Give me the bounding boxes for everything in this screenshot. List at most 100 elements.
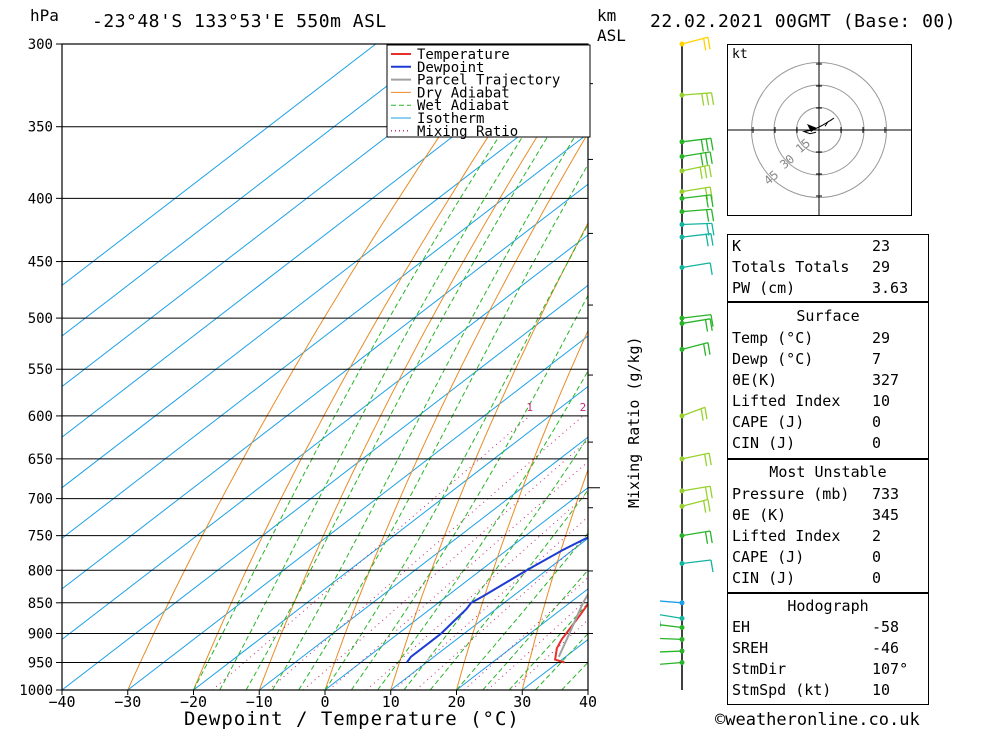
wind-barb-shaft xyxy=(660,661,683,665)
y-tick-label: 700 xyxy=(28,492,53,508)
wind-barb-flag xyxy=(703,500,707,513)
wet-adiabat-line xyxy=(587,689,588,690)
asl-unit-label: ASL xyxy=(597,26,626,45)
sounding-series xyxy=(405,536,588,664)
wind-barb-flag xyxy=(710,233,714,246)
surface-row: θE(K) 327 xyxy=(728,370,928,391)
isotherm-line xyxy=(62,133,588,539)
x-axis-label: Dewpoint / Temperature (°C) xyxy=(184,708,520,730)
wind-barb-flag xyxy=(705,234,709,247)
wind-barb-flag xyxy=(707,499,711,512)
wind-barb-flag xyxy=(709,262,713,275)
index-value: 107° xyxy=(872,660,909,678)
wind-barb-shaft xyxy=(660,650,683,653)
mixing-ratio-line xyxy=(303,439,588,690)
wind-barb-shaft xyxy=(681,559,712,565)
isotherm-line xyxy=(587,689,588,690)
index-label: Pressure (mb) xyxy=(732,485,850,503)
wind-barb-shaft xyxy=(681,194,712,200)
isotherm-line xyxy=(390,537,588,690)
legend-entry: Isotherm xyxy=(417,111,484,127)
wind-barb-dot xyxy=(679,533,685,539)
wind-barb-flag xyxy=(705,209,710,222)
most-unstable-box: Most Unstable Pressure (mb) 733 θE (K) 345… xyxy=(727,459,929,593)
x-tick-label: −40 xyxy=(48,693,75,711)
index-value: 0 xyxy=(872,548,882,566)
wind-barb-flag xyxy=(709,151,713,165)
x-tick-label: −30 xyxy=(114,693,141,711)
y-tick-label: 800 xyxy=(28,563,53,579)
index-value: 29 xyxy=(872,258,891,276)
wind-barb-flag xyxy=(704,319,709,332)
hodo-row: StmSpd (kt) 10 xyxy=(728,680,928,701)
wind-barb-flag xyxy=(705,138,709,152)
skewt-chart: 3003504004505005506006507007508008509009… xyxy=(19,37,600,711)
wind-barb-flag xyxy=(703,38,707,51)
mu-row: Lifted Index 2 xyxy=(728,526,928,547)
isotherm-line xyxy=(62,183,588,590)
wet-adiabat-line xyxy=(508,602,588,690)
wet-adiabat-line xyxy=(429,489,588,690)
y-tick-label: 450 xyxy=(28,255,53,271)
location-title: -23°48'S 133°53'E 550m ASL xyxy=(92,11,387,32)
general-indices-box: K 23 Totals Totals 29 PW (cm) 3.63 xyxy=(727,234,929,302)
mixing-ratio-line xyxy=(487,597,588,690)
x-tick-label: 10 xyxy=(382,693,400,711)
wind-barb-flag xyxy=(700,408,704,421)
copyright-link[interactable]: ©weatheronline.co.uk xyxy=(715,710,920,730)
wind-barb-shaft xyxy=(660,600,683,604)
index-label: SREH xyxy=(732,639,769,657)
index-label: Totals Totals xyxy=(732,258,850,276)
y-tick-label: 350 xyxy=(28,120,53,136)
wet-adiabat-line xyxy=(403,436,588,690)
x-tick-label: −20 xyxy=(180,693,207,711)
hodograph-trace xyxy=(802,117,835,135)
wind-barb-shaft xyxy=(660,637,683,641)
wind-barb-flag xyxy=(711,223,715,236)
wind-barb-shaft xyxy=(681,186,711,193)
isotherm-line xyxy=(324,487,588,690)
wind-barb-flag xyxy=(709,486,713,499)
mu-row: θE (K) 345 xyxy=(728,505,928,526)
hodograph-indices-box: Hodograph EH -58 SREH -46 StmDir 107° StmSp… xyxy=(727,593,929,705)
index-value: 3.63 xyxy=(872,279,909,297)
wind-barb-flag xyxy=(701,93,705,106)
index-value: 0 xyxy=(872,413,882,431)
surface-row: Dewp (°C) 7 xyxy=(728,349,928,370)
wind-barb-flag xyxy=(709,530,713,544)
wind-barb-shaft xyxy=(681,318,711,325)
index-value: 10 xyxy=(872,681,891,699)
index-row-k: K 23 xyxy=(728,236,928,257)
legend-entry: Dry Adiabat xyxy=(417,85,510,101)
index-value: 733 xyxy=(872,485,900,503)
mixing-ratio-line xyxy=(366,492,588,690)
index-value: 10 xyxy=(872,392,891,410)
isotherm-line xyxy=(62,284,588,690)
index-value: 327 xyxy=(872,371,900,389)
wind-barb-flag xyxy=(705,93,710,106)
wind-barb-shaft xyxy=(681,137,712,143)
wind-barb-shaft xyxy=(681,485,711,492)
isotherm-line xyxy=(62,44,377,287)
isotherm-line xyxy=(62,82,588,489)
wind-barb-flag xyxy=(709,318,713,331)
wet-adiabat-line xyxy=(324,223,588,690)
y-tick-label: 600 xyxy=(28,409,53,425)
surface-row: CAPE (J) 0 xyxy=(728,412,928,433)
index-label: PW (cm) xyxy=(732,279,796,297)
y-tick-label: 850 xyxy=(28,596,53,612)
wet-adiabat-line xyxy=(193,44,560,690)
wind-barb-flag xyxy=(710,314,714,327)
mixing-ratio-labels: 12346810162025 xyxy=(526,401,586,414)
index-value: 29 xyxy=(872,329,891,347)
legend-box xyxy=(386,44,591,138)
index-row-pw: PW (cm) 3.63 xyxy=(728,278,928,299)
index-label: Temp (°C) xyxy=(732,329,814,347)
wind-barb-flag xyxy=(710,194,714,207)
wind-barb-shaft xyxy=(681,262,711,269)
wind-barb-flag xyxy=(704,407,708,420)
x-tick-label: 30 xyxy=(513,693,531,711)
y-tick-label: 300 xyxy=(28,37,53,53)
wind-barb-flag xyxy=(710,209,715,222)
